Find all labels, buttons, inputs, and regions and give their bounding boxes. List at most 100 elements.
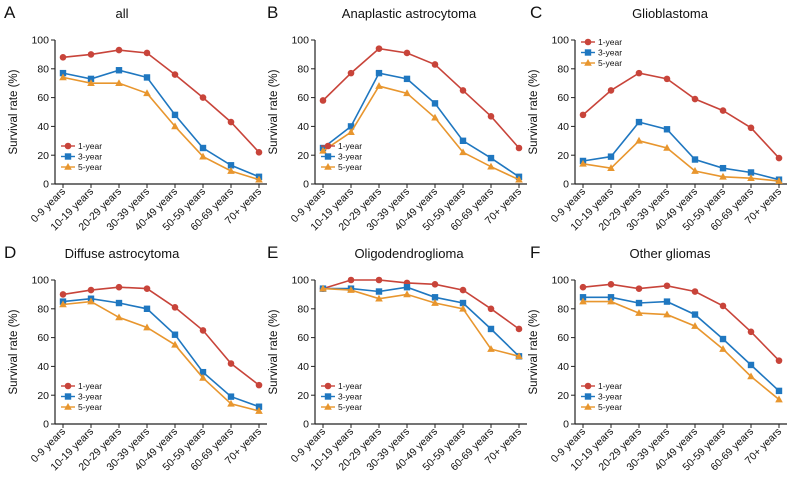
data-point-5-year	[431, 113, 439, 121]
y-tick-label: 60	[297, 92, 309, 104]
data-point-5-year	[319, 146, 327, 154]
data-point-1-year	[227, 118, 235, 126]
data-point-1-year	[403, 49, 411, 57]
data-point-1-year	[59, 53, 67, 61]
data-point-1-year	[115, 46, 123, 54]
data-point-5-year	[143, 323, 151, 331]
y-tick-label: 80	[37, 303, 49, 315]
data-point-5-year	[747, 372, 755, 380]
panel-d: D Diffuse astrocytoma 0 20 40 60 80 100 Survival…	[4, 243, 267, 473]
legend-label: 5-year	[78, 162, 102, 172]
legend-marker	[324, 142, 332, 150]
data-point-1-year	[59, 291, 67, 298]
data-point-3-year	[579, 294, 587, 301]
data-point-1-year	[171, 304, 179, 311]
panel-letter: F	[530, 243, 540, 262]
data-point-5-year	[663, 144, 671, 151]
y-tick-label: 80	[557, 303, 569, 315]
panel-letter: A	[4, 3, 16, 22]
legend-marker	[584, 403, 592, 410]
data-point-1-year	[607, 281, 615, 288]
legend-label: 1-year	[598, 37, 622, 47]
data-point-1-year	[375, 45, 383, 52]
data-point-3-year	[431, 100, 439, 107]
panel-letter: D	[4, 243, 16, 262]
data-point-1-year	[143, 285, 151, 292]
data-point-5-year	[319, 284, 327, 292]
legend-marker	[64, 153, 72, 160]
panel-title: Anaplastic astrocytoma	[342, 6, 477, 21]
data-point-5-year	[227, 399, 235, 407]
y-tick-label: 0	[43, 179, 49, 191]
data-point-1-year	[487, 113, 495, 120]
panel-letter: B	[267, 3, 278, 22]
data-point-5-year	[691, 167, 699, 174]
legend-label: 5-year	[338, 402, 362, 412]
data-point-5-year	[255, 175, 263, 183]
series-line-1-year	[322, 47, 520, 149]
data-point-3-year	[171, 331, 179, 338]
data-point-3-year	[227, 393, 235, 400]
data-point-3-year	[143, 74, 151, 81]
data-point-3-year	[691, 156, 699, 163]
data-point-3-year	[459, 137, 467, 144]
legend-label: 1-year	[598, 381, 622, 391]
panel-letter: C	[530, 3, 542, 22]
legend-label: 5-year	[78, 402, 102, 412]
legend-marker	[64, 403, 72, 410]
legend-marker	[64, 142, 72, 150]
legend-marker	[584, 382, 592, 390]
data-point-3-year	[171, 111, 179, 119]
data-point-3-year	[691, 311, 699, 318]
data-point-1-year	[747, 328, 755, 336]
data-point-1-year	[255, 381, 263, 389]
y-tick-label: 40	[37, 121, 49, 133]
data-point-3-year	[375, 69, 383, 77]
series-line-5-year	[322, 85, 520, 181]
y-tick-label: 60	[297, 332, 309, 344]
data-point-5-year	[775, 177, 783, 184]
y-axis-label: Survival rate (%)	[268, 309, 280, 394]
data-point-3-year	[607, 294, 615, 301]
legend-label: 5-year	[338, 162, 362, 172]
data-point-1-year	[487, 305, 495, 313]
legend-label: 1-year	[338, 141, 362, 151]
data-point-1-year	[579, 283, 587, 291]
data-point-5-year	[59, 73, 67, 81]
data-point-5-year	[199, 373, 207, 381]
data-point-5-year	[171, 122, 179, 130]
data-point-5-year	[607, 297, 615, 305]
data-point-1-year	[607, 87, 615, 94]
data-point-3-year	[487, 325, 495, 333]
data-point-1-year	[775, 154, 783, 162]
data-point-3-year	[115, 299, 123, 307]
y-tick-label: 20	[37, 390, 49, 402]
y-tick-label: 20	[37, 150, 49, 162]
series-line-3-year	[62, 297, 260, 408]
y-tick-label: 80	[297, 303, 309, 315]
data-point-5-year	[691, 322, 699, 329]
y-tick-label: 100	[31, 275, 49, 287]
y-tick-label: 100	[291, 275, 309, 287]
legend-marker	[584, 393, 592, 400]
legend-label: 3-year	[78, 392, 102, 402]
series-line-3-year	[322, 72, 520, 178]
data-point-1-year	[515, 325, 523, 333]
data-point-1-year	[171, 71, 179, 78]
y-axis-label: Survival rate (%)	[8, 309, 20, 394]
data-point-3-year	[719, 335, 727, 343]
y-tick-label: 100	[31, 35, 49, 47]
series-line-1-year	[582, 283, 780, 362]
data-point-3-year	[747, 361, 755, 369]
data-point-5-year	[579, 297, 587, 305]
y-tick-label: 60	[37, 92, 49, 104]
y-axis-label: Survival rate (%)	[528, 69, 540, 154]
y-axis-label: Survival rate (%)	[8, 69, 20, 154]
y-axis-label: Survival rate (%)	[268, 69, 280, 154]
data-point-5-year	[515, 175, 523, 183]
data-point-3-year	[663, 298, 671, 305]
legend-label: 3-year	[338, 152, 362, 162]
data-point-3-year	[403, 284, 411, 291]
